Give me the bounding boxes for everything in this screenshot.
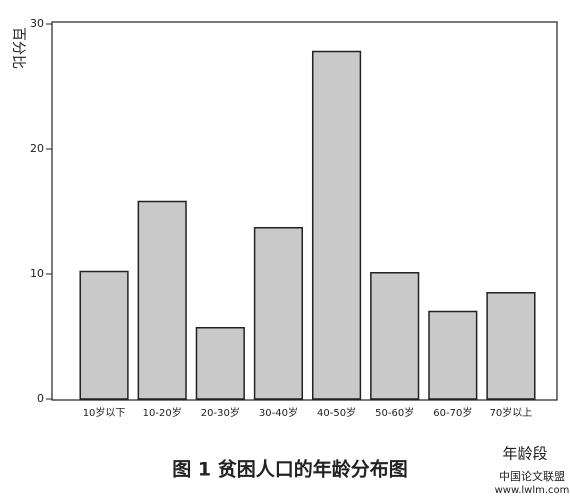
- bar: [311, 50, 362, 400]
- y-tick-label: 30: [30, 17, 44, 30]
- x-tick-label: 50-60岁: [375, 406, 414, 419]
- bar: [253, 227, 304, 400]
- x-tick-label: 10-20岁: [143, 406, 182, 419]
- chart-title: 图 1 贫困人口的年龄分布图: [172, 458, 407, 481]
- y-axis-label: 百分比: [10, 27, 26, 69]
- y-tick-label: 0: [37, 392, 44, 405]
- bar: [195, 327, 245, 400]
- x-tick-label: 20-30岁: [201, 406, 240, 419]
- x-tick-label: 30-40岁: [259, 406, 298, 419]
- plot-frame: [51, 21, 558, 401]
- bar: [137, 200, 187, 400]
- x-tick-label: 40-50岁: [317, 406, 356, 419]
- y-tick-label: 10: [30, 267, 44, 280]
- bar: [486, 292, 536, 400]
- x-tick-label: 60-70岁: [433, 406, 472, 419]
- bar: [370, 272, 420, 400]
- x-tick-label: 70岁以上: [490, 406, 533, 419]
- watermark: www.lwlm.com: [495, 485, 570, 496]
- x-tick-label: 10岁以下: [83, 406, 126, 419]
- watermark: 中国论文联盟: [499, 469, 565, 483]
- y-tick-label: 20: [30, 142, 44, 155]
- x-axis-label: 年龄段: [502, 445, 547, 463]
- bar: [428, 310, 478, 400]
- bar: [79, 270, 129, 400]
